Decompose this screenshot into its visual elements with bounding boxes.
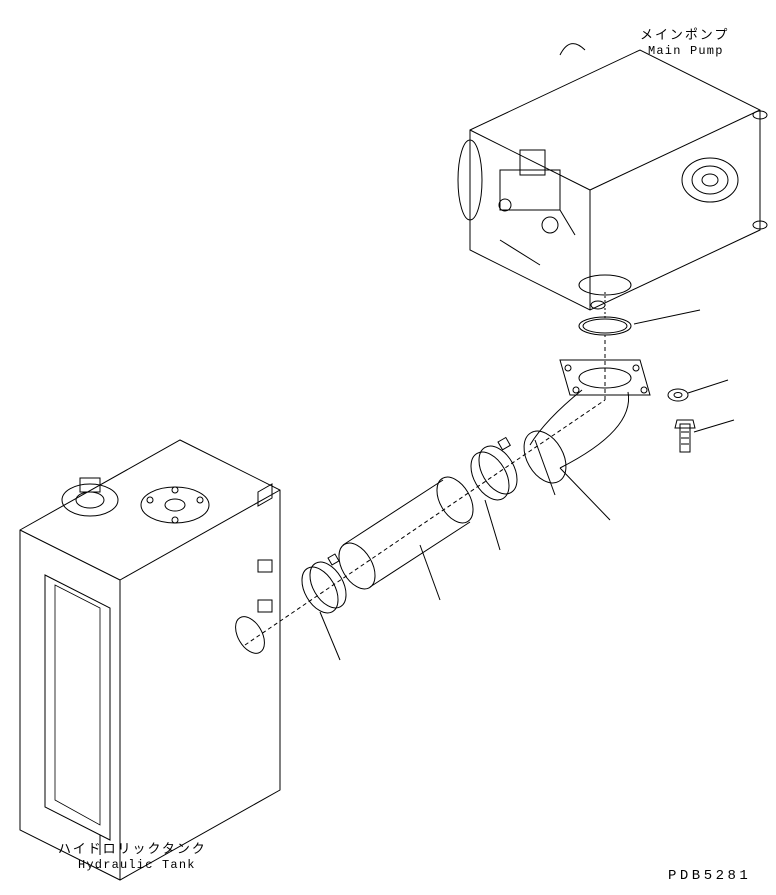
elbow-pipe-icon xyxy=(515,360,650,490)
hose-clamp-lower-icon xyxy=(295,554,354,619)
washer-icon xyxy=(668,389,688,401)
hydraulic-tank-icon xyxy=(20,440,280,880)
main-pump-label-en: Main Pump xyxy=(648,44,724,59)
hydraulic-tank-label-jp: ハイドロリックタンク xyxy=(58,842,207,858)
hose-icon xyxy=(332,471,481,595)
main-pump-label-jp: メインポンプ xyxy=(640,28,729,44)
assembly-line-art xyxy=(0,0,776,895)
diagram-canvas: メインポンプ Main Pump ハイドロリックタンク Hydraulic Ta… xyxy=(0,0,776,895)
drawing-number: PDB5281 xyxy=(668,868,751,886)
bolt-icon xyxy=(675,420,695,452)
o-ring-icon xyxy=(579,317,631,335)
hydraulic-tank-label-en: Hydraulic Tank xyxy=(78,858,196,873)
hose-clamp-upper-icon xyxy=(463,438,525,507)
main-pump-icon xyxy=(458,44,767,310)
